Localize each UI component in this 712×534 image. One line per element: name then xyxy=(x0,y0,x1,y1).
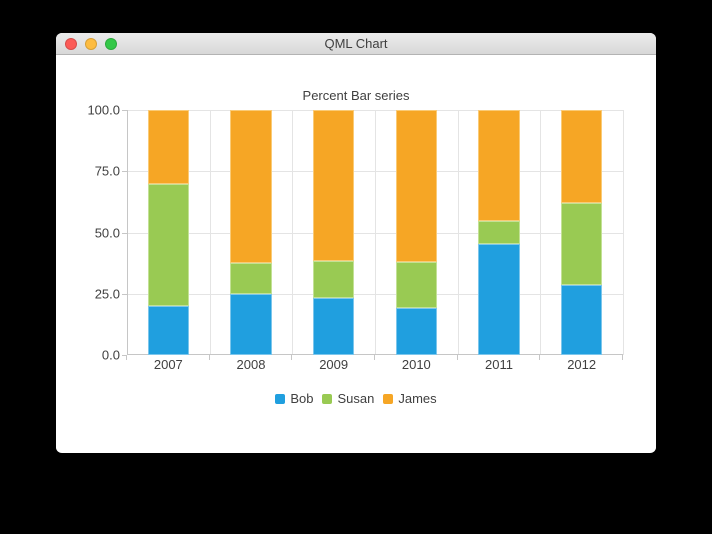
chart-view: Percent Bar series 100.0 75.0 50.0 25.0 0.0 … xyxy=(56,55,656,452)
x-axis-category-label: 2011 xyxy=(485,357,513,372)
bar-segment-susan[interactable] xyxy=(395,261,437,309)
bar-segment-james[interactable] xyxy=(560,110,603,204)
bar-segment-susan[interactable] xyxy=(230,263,272,294)
y-axis-tick-label: 50.0 xyxy=(94,225,120,240)
legend-item-bob: Bob xyxy=(275,391,313,406)
gridline-vertical xyxy=(292,110,294,355)
minimize-button[interactable] xyxy=(85,38,97,50)
gridline-vertical xyxy=(457,110,459,355)
legend-item-susan: Susan xyxy=(322,391,374,406)
legend-label: Bob xyxy=(290,391,314,406)
legend: Bob Susan James xyxy=(56,391,656,406)
y-axis-tick xyxy=(122,110,127,111)
x-axis-category-label: 2010 xyxy=(401,357,431,372)
x-axis-tick xyxy=(208,355,210,360)
bar-segment-james[interactable] xyxy=(395,110,437,262)
bar-group-2011 xyxy=(458,110,541,355)
y-axis-tick-label: 0.0 xyxy=(101,347,120,363)
bar-segment-james[interactable] xyxy=(147,110,189,184)
y-axis-tick xyxy=(122,293,127,295)
bar-segment-susan[interactable] xyxy=(147,183,189,306)
bar-group-2007 xyxy=(127,110,210,355)
window-controls xyxy=(65,38,117,50)
legend-marker-icon xyxy=(383,393,394,404)
bar-segment-bob[interactable] xyxy=(478,243,520,355)
legend-label: Susan xyxy=(337,391,375,406)
bar-segment-james[interactable] xyxy=(312,110,355,261)
x-axis-tick xyxy=(126,355,127,360)
legend-marker-icon xyxy=(275,393,286,404)
bar-segment-bob[interactable] xyxy=(312,298,355,355)
legend-label: James xyxy=(398,391,437,406)
bar-segment-bob[interactable] xyxy=(230,293,272,355)
bar-group-2009 xyxy=(292,110,375,355)
x-axis-category-label: 2009 xyxy=(319,357,349,372)
x-axis-category-label: 2007 xyxy=(153,357,183,372)
bar-segment-bob[interactable] xyxy=(147,306,189,355)
bar-segment-susan[interactable] xyxy=(312,260,355,299)
x-axis-labels: 2007 2008 2009 2010 2011 2012 xyxy=(127,357,623,373)
x-axis-tick xyxy=(374,355,375,360)
y-axis-tick xyxy=(122,171,127,173)
x-axis-category-label: 2008 xyxy=(236,357,266,372)
y-axis-labels: 100.0 75.0 50.0 25.0 0.0 xyxy=(56,103,120,363)
y-axis-tick-label: 75.0 xyxy=(94,163,120,179)
bar-group-2012 xyxy=(540,110,623,355)
x-axis-tick xyxy=(622,355,623,360)
gridline-vertical xyxy=(623,110,624,355)
bar-segment-bob[interactable] xyxy=(395,308,437,355)
bar-group-2010 xyxy=(375,110,458,355)
bar-group-2008 xyxy=(210,110,293,355)
legend-item-james: James xyxy=(383,391,437,406)
bar-segment-james[interactable] xyxy=(478,110,520,222)
x-axis-category-label: 2012 xyxy=(567,357,597,372)
zoom-button[interactable] xyxy=(105,38,117,50)
app-window: QML Chart Percent Bar series 100.0 75.0 50… xyxy=(56,33,656,453)
titlebar[interactable]: QML Chart xyxy=(56,33,656,55)
x-axis-tick xyxy=(291,355,293,360)
y-axis-tick-label: 25.0 xyxy=(94,286,120,302)
y-axis-line xyxy=(127,110,128,355)
x-axis-tick xyxy=(456,355,458,360)
legend-marker-icon xyxy=(322,393,333,404)
bar-segment-susan[interactable] xyxy=(478,221,520,244)
bar-segment-bob[interactable] xyxy=(560,285,603,355)
bar-segment-susan[interactable] xyxy=(560,203,603,286)
x-axis-tick xyxy=(539,355,541,360)
gridline-vertical xyxy=(209,110,211,355)
y-axis-tick-label: 100.0 xyxy=(87,102,120,118)
gridline-vertical xyxy=(540,110,542,355)
window-title: QML Chart xyxy=(324,36,388,51)
y-axis-tick xyxy=(122,232,127,234)
bar-segment-james[interactable] xyxy=(230,110,272,264)
gridline-vertical xyxy=(375,110,376,355)
chart-title: Percent Bar series xyxy=(302,88,410,103)
plot-area xyxy=(122,110,624,360)
close-button[interactable] xyxy=(65,38,77,50)
y-axis-tick xyxy=(122,355,127,356)
x-axis-line xyxy=(127,354,623,355)
